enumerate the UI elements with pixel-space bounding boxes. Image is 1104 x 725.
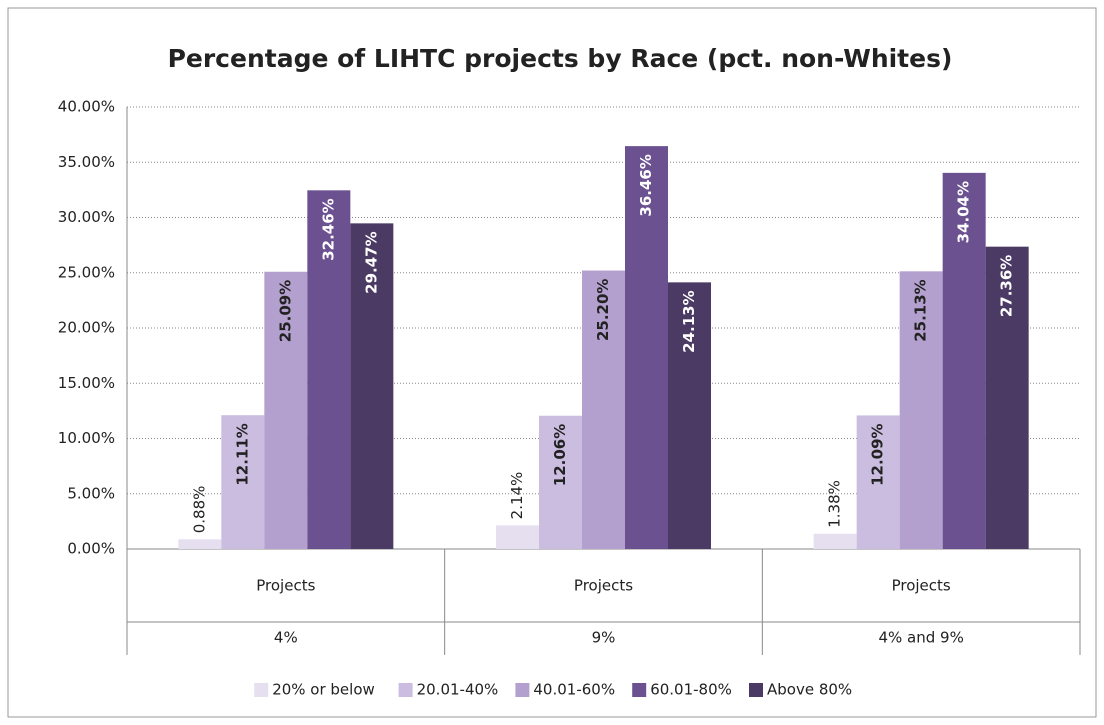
data-label: 12.06% (551, 424, 569, 486)
bar (496, 525, 539, 549)
legend-swatch (632, 683, 647, 697)
category-header: Projects (256, 577, 315, 595)
legend-label: 20.01-40% (417, 681, 499, 699)
category-header: Projects (892, 577, 951, 595)
data-label: 25.13% (912, 279, 930, 341)
legend-label: 20% or below (272, 681, 375, 699)
data-label: 12.11% (233, 423, 251, 485)
data-label: 32.46% (319, 198, 337, 260)
data-label: 12.09% (869, 423, 887, 485)
bar (221, 415, 265, 549)
bar (178, 539, 222, 549)
bar (582, 270, 625, 549)
y-tick-label: 5.00% (67, 484, 115, 502)
y-tick-label: 30.00% (58, 208, 115, 226)
bar (942, 172, 986, 549)
legend-swatch (515, 683, 530, 697)
data-label: 25.09% (276, 280, 294, 342)
bar (264, 271, 308, 549)
y-tick-label: 0.00% (67, 540, 115, 558)
legend-swatch (254, 683, 269, 697)
bar (985, 246, 1029, 549)
legend-label: 60.01-80% (650, 681, 732, 699)
x-tick-label: 9% (592, 629, 616, 647)
legend-swatch (749, 683, 763, 697)
legend-swatch (398, 683, 413, 697)
bar (350, 223, 394, 549)
data-label: 34.04% (955, 181, 973, 243)
data-label: 2.14% (508, 472, 526, 520)
y-tick-label: 10.00% (58, 429, 115, 447)
data-label: 27.36% (998, 255, 1016, 317)
bar (899, 271, 943, 549)
x-tick-label: 4% (274, 629, 298, 647)
bar (625, 146, 668, 549)
data-label: 24.13% (680, 290, 698, 352)
data-label: 0.88% (190, 486, 208, 534)
legend-label: Above 80% (767, 681, 852, 699)
y-tick-label: 35.00% (58, 153, 115, 171)
bar (668, 282, 711, 549)
data-label: 1.38% (826, 480, 844, 528)
chart-title: Percentage of LIHTC projects by Race (pc… (168, 44, 953, 73)
legend-label: 40.01-60% (533, 681, 615, 699)
data-label: 25.20% (594, 279, 612, 341)
y-tick-label: 20.00% (58, 319, 115, 337)
y-tick-label: 40.00% (58, 98, 115, 116)
bar (307, 190, 351, 549)
x-tick-label: 4% and 9% (878, 629, 963, 647)
data-label: 29.47% (362, 231, 380, 293)
bar (813, 533, 857, 549)
bar (539, 415, 582, 549)
category-header: Projects (574, 577, 633, 595)
y-tick-label: 25.00% (58, 263, 115, 281)
data-label: 36.46% (637, 154, 655, 216)
bar (856, 415, 900, 549)
y-tick-label: 15.00% (58, 374, 115, 392)
